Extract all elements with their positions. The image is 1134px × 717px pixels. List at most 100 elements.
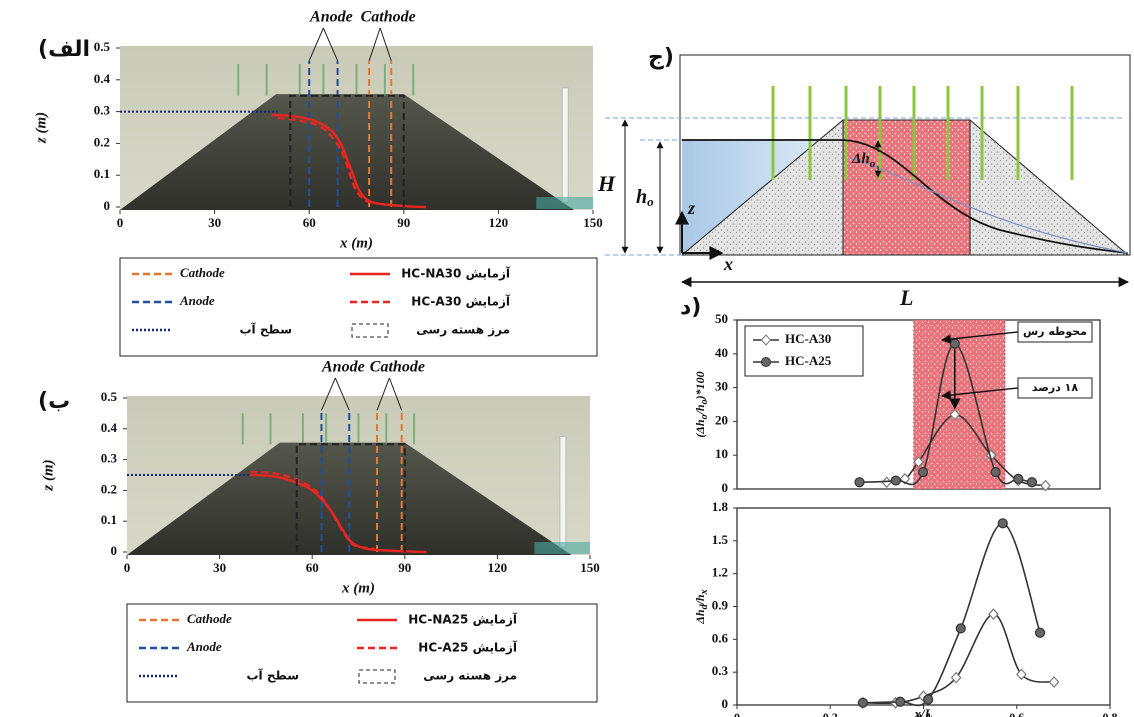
point [857,697,868,708]
series-line [368,60,393,207]
point [949,338,960,349]
label-sub: o [870,158,876,170]
y-axis-title: z (m) [40,459,56,491]
annotation-arrow [941,331,1019,344]
point [988,608,999,621]
phreatic-line-electro [849,157,1129,254]
point [1013,473,1024,484]
y-tick-label: 0.3 [712,663,729,678]
x-tick-label: 60 [303,215,316,230]
series-line [250,470,375,551]
series-line [289,94,405,207]
annotation-leader [321,377,336,411]
point [997,518,1008,529]
legend-label: مرز هسته رسی [416,323,510,337]
x-tick-label: 0.6 [1009,710,1024,717]
legend-swatch [358,669,396,684]
y-tick-label: 40 [715,345,728,360]
y-tick-label: 1.2 [712,565,728,580]
x-tick-label: 150 [583,215,603,230]
y-tick-label: 0.1 [94,166,110,181]
legend-label: سطح آب [247,668,300,683]
y-tick-label: 0.5 [94,39,111,54]
y-tick-label: 0.5 [101,389,118,404]
y-tick-label: 0.3 [101,451,118,466]
panel-label: ج) [648,45,674,70]
axis-title-sub: x [699,589,710,595]
axis-title-part: /h [693,404,707,415]
legend-swatch [351,323,389,338]
point [917,467,929,478]
y-tick-label: 0 [111,543,118,558]
point [1016,668,1027,681]
label-z: z [687,198,695,218]
electrodes [771,86,1074,180]
x-tick-label: 0.4 [916,710,931,717]
y-tick-label: 1.5 [712,532,729,547]
legend-label: Anode [186,639,222,654]
x-tick-label: 0 [124,560,131,575]
x-tick-label: 0 [117,215,124,230]
annotation: محوطه رس [1023,325,1087,338]
series-line [271,113,426,209]
axis-title: Δhd/hx [693,589,711,624]
dam-body [120,94,575,210]
y-tick-label: 0.2 [101,481,117,496]
dam-body [127,442,572,555]
label-part: h [636,186,647,208]
label-dh: Δho [851,151,876,169]
annotation: Anode [321,359,365,376]
panel-label: (ب [38,389,70,414]
photo-gauge [559,436,567,548]
legend-label: آزمایش HC-NA25 [408,612,518,627]
legend-label: HC-A25 [785,353,832,368]
y-tick-label: 0.1 [101,512,117,527]
clay-core [842,119,971,256]
label-sub: o [647,194,654,209]
legend-label: مرز هسته رسی [423,669,517,683]
label-x: x [723,254,733,274]
axis-title-part: /h [693,594,707,605]
point [1026,477,1038,488]
point [923,694,934,705]
y-tick-label: 10 [715,446,728,461]
axis-title: (Δho/ho)*100 [693,371,711,437]
annotation: Cathode [361,9,416,26]
point [949,408,961,421]
plot-frame [736,507,1111,706]
y-tick-label: 50 [715,311,728,326]
x-tick-label: 120 [489,215,509,230]
x-tick-label: 0 [734,710,740,717]
x-tick-label: 30 [208,215,221,230]
x-tick-label: 60 [306,560,319,575]
axis-title-part: )*100 [693,371,707,400]
y-tick-label: 0.4 [101,420,118,435]
legend-label: HC-A30 [785,331,831,346]
y-tick-label: 20 [715,412,728,427]
y-tick-label: 0 [104,198,111,213]
y-tick-label: 0.2 [94,134,110,149]
point [990,467,1001,478]
panel-label: (الف [38,37,90,62]
panel-label: د) [680,295,701,320]
x-tick-label: 150 [580,560,600,575]
y-tick-label: 0.6 [712,630,729,645]
legend-label: سطح آب [240,322,293,337]
x-tick-label: 120 [488,560,508,575]
label-h: H [597,171,616,196]
point [854,477,865,488]
axis-title-part: Δh [693,609,707,625]
legend-label: Cathode [187,611,232,626]
point [955,623,966,634]
y-tick-label: 0.4 [94,71,111,86]
annotation-leader [308,27,324,61]
point [895,696,906,707]
x-tick-label: 90 [398,560,411,575]
x-axis-title: x (m) [341,580,375,596]
x-tick-label: 0.8 [1103,710,1118,717]
axis-title-sub: d [699,603,710,609]
axis-title-sub: o [699,399,710,404]
phreatic-line [682,139,1129,254]
